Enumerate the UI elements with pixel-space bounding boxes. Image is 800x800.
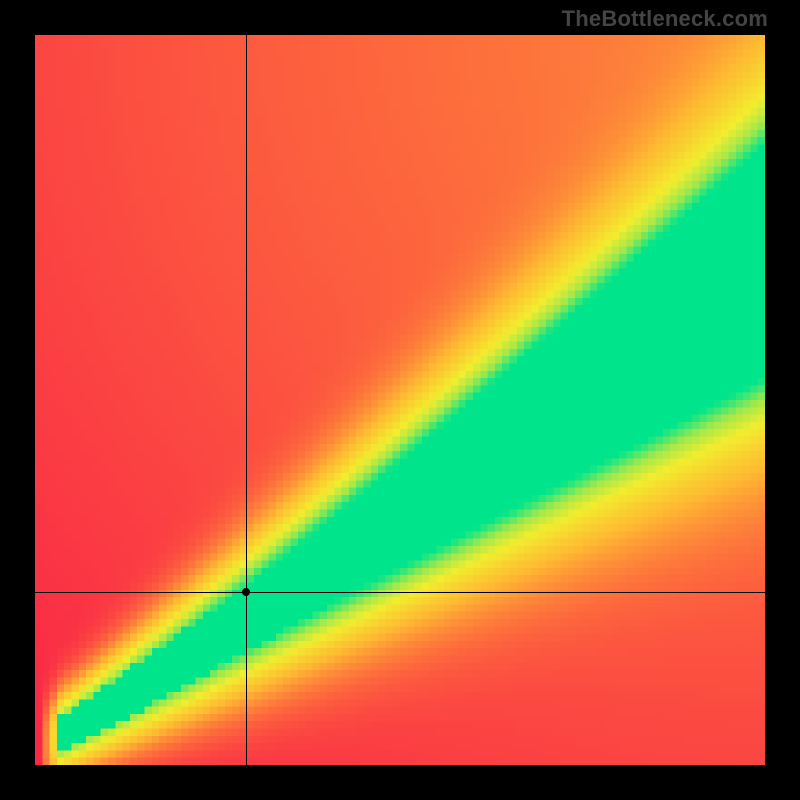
chart-container: { "watermark": { "text": "TheBottleneck.…	[0, 0, 800, 800]
crosshair-vertical	[246, 35, 247, 765]
crosshair-marker	[242, 588, 250, 596]
bottleneck-heatmap	[35, 35, 765, 765]
watermark-text: TheBottleneck.com	[562, 6, 768, 32]
crosshair-horizontal	[35, 592, 765, 593]
